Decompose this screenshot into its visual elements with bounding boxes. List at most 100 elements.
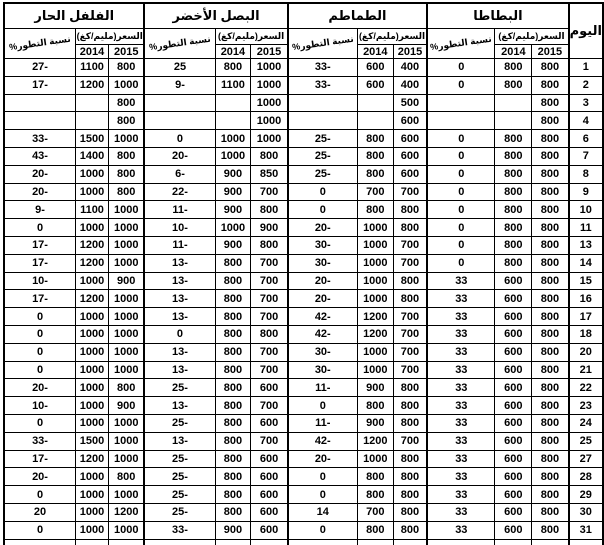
potato-price-2014-cell: 800	[494, 129, 533, 148]
potato-change-pct-cell	[426, 538, 496, 545]
potato-price-2015-cell: 800	[531, 182, 570, 202]
day-cell: 11	[567, 218, 604, 237]
green-onion-price-2015-cell: 700	[250, 360, 289, 380]
potato-price-2015-cell	[531, 538, 570, 545]
hot-pepper-price-2015-cell: 1000	[107, 218, 145, 237]
table-row: 20- 1000 800 25- 800 600 11- 900 800 33 600 800 22	[3, 378, 604, 398]
percent-header-label: نسبة التطور%	[429, 33, 493, 53]
potato-price-2014-cell: 600	[494, 502, 533, 522]
hot-pepper-change-pct-cell: 20-	[3, 164, 77, 184]
green-onion-change-pct-cell: 0	[143, 324, 216, 344]
green-onion-price-2014-cell: 900	[214, 520, 252, 540]
tomato-price-2014-cell: 800	[356, 129, 394, 148]
tomato-price-2014-cell	[356, 111, 394, 131]
tomato-price-2015-cell: 700	[392, 307, 428, 326]
tomato-price-2015-cell	[392, 538, 428, 545]
green-onion-price-2015-cell: 1000	[250, 93, 289, 113]
tomato-change-pct-cell: 25-	[286, 146, 358, 166]
potato-change-pct-cell: 33	[426, 360, 496, 380]
green-onion-change-pct-cell: 33-	[143, 520, 216, 540]
potato-price-2014-cell: 800	[494, 182, 533, 202]
green-onion-change-pct-cell: 11-	[143, 200, 216, 220]
table-row: 10- 1000 900 13- 800 700 20- 1000 800 33 600 800 15	[3, 271, 604, 291]
potato-price-2015-cell: 800	[531, 164, 570, 184]
tomato-change-pct-cell: 25-	[286, 164, 358, 184]
tomato-change-pct-cell: 30-	[286, 342, 358, 362]
potato-price-2015-cell: 800	[531, 129, 570, 148]
green-onion-change-pct-cell: 22-	[143, 182, 216, 202]
potato-change-pct-cell: 33	[426, 307, 496, 326]
hot-pepper-price-2015-cell: 1000	[107, 360, 145, 380]
table-row: 800 1000 600 800 4	[3, 111, 604, 131]
potato-change-pct-cell: 33	[426, 413, 496, 433]
potato-percent-header: نسبة التطور%	[426, 28, 496, 59]
table-body: 27- 1100 800 25 800 1000 33- 600 400 0 800 800 1 17- 1…	[3, 58, 604, 545]
tomato-price-2014-cell: 800	[356, 485, 394, 504]
green-onion-change-pct-cell	[143, 111, 216, 131]
tomato-price-2014-cell	[356, 538, 394, 545]
potato-price-2015-cell: 800	[531, 253, 570, 273]
hot-pepper-price-2015-cell: 1000	[107, 449, 145, 469]
tomato-change-pct-cell: 0	[286, 467, 358, 487]
green-onion-price-2015-cell: 1000	[250, 111, 289, 131]
table-row: 17- 1200 1000 11- 900 800 30- 1000 700 0 800 800 13	[3, 235, 604, 255]
table-row: 20- 1000 800 25- 800 600 0 800 800 33 600 800 28	[3, 467, 604, 487]
tomato-year-2014: 2014	[356, 44, 394, 59]
hot-pepper-change-pct-cell: 0	[3, 520, 77, 540]
tomato-change-pct-cell: 11-	[286, 378, 358, 398]
potato-change-pct-cell: 0	[426, 58, 496, 77]
percent-header-label: نسبة التطور%	[8, 33, 72, 53]
table-row: 0 1000 1000 0 800 800 42- 1200 700 33 600 800 18	[3, 324, 604, 344]
hot-pepper-price-2014-cell: 1100	[75, 200, 109, 220]
tomato-price-2014-cell	[356, 93, 394, 113]
potato-price-2015-cell: 800	[531, 396, 570, 415]
hot-pepper-price-2014-cell: 1000	[75, 396, 109, 415]
hot-pepper-price-2015-cell: 900	[107, 396, 145, 415]
green-onion-price-2014-cell: 800	[214, 324, 252, 344]
hot-pepper-price-2015-cell: 1200	[107, 502, 145, 522]
green-onion-change-pct-cell: 25	[143, 58, 216, 77]
hot-pepper-price-2015-cell: 800	[107, 467, 145, 487]
tomato-price-2014-cell: 800	[356, 164, 394, 184]
green-onion-price-2015-cell: 600	[250, 378, 289, 398]
day-cell: 3	[567, 93, 604, 113]
tomato-price-2014-cell: 800	[356, 146, 394, 166]
percent-header-label: نسبة التطور%	[291, 33, 355, 53]
green-onion-price-2014-cell: 800	[214, 342, 252, 362]
tomato-price-2014-cell: 1200	[356, 324, 394, 344]
green-onion-change-pct-cell	[143, 538, 216, 545]
green-onion-price-2014-cell: 1100	[214, 75, 252, 95]
tomato-price-2014-cell: 800	[356, 520, 394, 540]
green-onion-price-2014-cell	[214, 111, 252, 131]
hot-pepper-change-pct-cell	[3, 538, 77, 545]
green-onion-price-2014-cell: 800	[214, 502, 252, 522]
hot-pepper-change-pct-cell: 9-	[3, 200, 77, 220]
hot-pepper-price-2015-cell: 1000	[107, 307, 145, 326]
green-onion-price-2015-cell	[250, 538, 289, 545]
tomato-change-pct-cell: 20-	[286, 289, 358, 309]
hot-pepper-price-2014-cell: 1000	[75, 520, 109, 540]
potato-change-pct-cell: 33	[426, 520, 496, 540]
percent-header-label: نسبة التطور%	[148, 33, 212, 53]
green-onion-change-pct-cell: 25-	[143, 467, 216, 487]
hot-pepper-change-pct-cell: 0	[3, 413, 77, 433]
potato-price-header: السعر(مليم/كغ)	[494, 28, 570, 45]
potato-change-pct-cell: 0	[426, 235, 496, 255]
hot-pepper-price-2015-cell: 800	[107, 93, 145, 113]
potato-price-2014-cell: 600	[494, 378, 533, 398]
tomato-price-2015-cell: 700	[392, 360, 428, 380]
hot-pepper-price-2014-cell	[75, 538, 109, 545]
green-onion-price-2014-cell: 1000	[214, 218, 252, 237]
green-onion-price-2014-cell: 1000	[214, 129, 252, 148]
tomato-change-pct-cell	[286, 538, 358, 545]
hot-pepper-price-2015-cell: 1000	[107, 485, 145, 504]
hot-pepper-price-2015-cell: 800	[107, 58, 145, 77]
potato-price-2015-cell: 800	[531, 449, 570, 469]
potato-price-2014-cell: 600	[494, 289, 533, 309]
day-cell: 8	[567, 164, 604, 184]
potato-price-2014-cell: 800	[494, 75, 533, 95]
green-onion-change-pct-cell: 25-	[143, 413, 216, 433]
potato-price-2015-cell: 800	[531, 502, 570, 522]
hot-pepper-change-pct-cell: 10-	[3, 396, 77, 415]
